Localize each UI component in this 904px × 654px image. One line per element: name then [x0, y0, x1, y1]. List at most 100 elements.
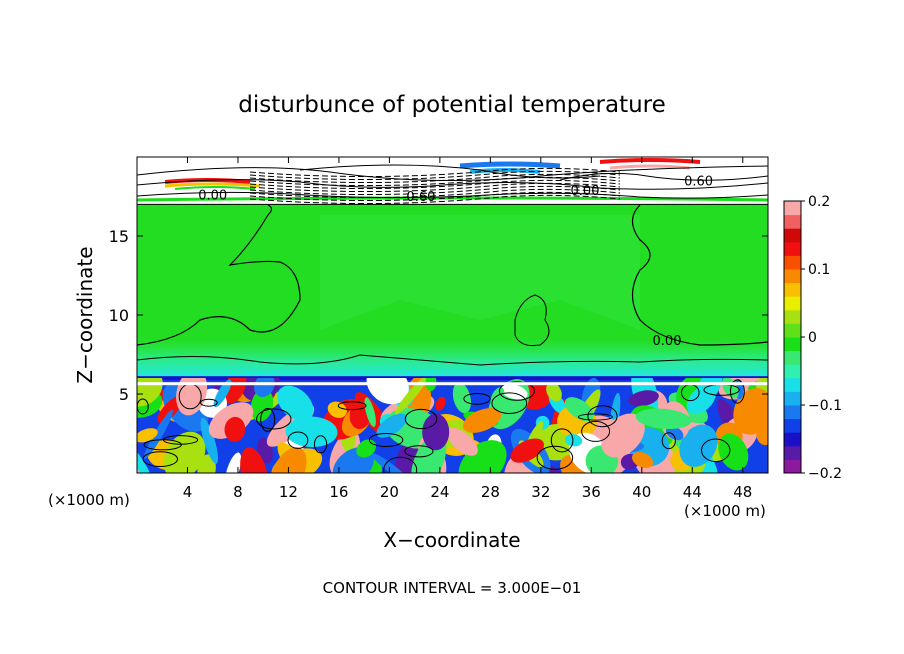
upper-band-stripe — [164, 182, 261, 188]
turbulence-contour — [536, 445, 574, 470]
lower-band-strip — [137, 376, 768, 383]
turbulence-cell — [223, 378, 247, 404]
turbulence-cell — [422, 413, 450, 451]
turbulence-contour — [337, 401, 367, 411]
turbulence-contour — [404, 408, 438, 430]
turbulence-cell — [200, 417, 219, 464]
contour-label: 0.60 — [684, 174, 713, 189]
turbulence-cell — [628, 390, 659, 407]
x-tick-label: 32 — [531, 483, 550, 501]
contour-line-dashed — [249, 176, 621, 187]
contour-interval-note: CONTOUR INTERVAL = 3.000E−01 — [323, 579, 582, 597]
turbulence-contour — [577, 413, 613, 421]
turbulence-contour — [162, 435, 199, 445]
colorbar-swatch — [784, 309, 801, 324]
contour-line — [137, 165, 768, 181]
x-tick-label: 20 — [380, 483, 399, 501]
contour-line-dashed — [249, 173, 621, 184]
lower-turbulence — [137, 378, 768, 473]
colorbar-swatch — [784, 432, 801, 447]
contour-line — [137, 179, 768, 190]
colorbar-swatch — [784, 269, 801, 284]
contour-line-dashed — [249, 167, 621, 178]
turbulence-cell — [225, 452, 242, 473]
turbulence-cell — [546, 382, 562, 402]
contour-label: 0.60 — [406, 190, 435, 205]
contour-line-dashed — [249, 185, 621, 196]
colorbar-swatch — [784, 391, 801, 406]
x-tick-label: 28 — [481, 483, 500, 501]
turbulence-cell — [564, 397, 594, 422]
turbulence-cell — [679, 424, 718, 467]
x-tick-label: 36 — [582, 483, 601, 501]
turbulence-cell — [285, 416, 338, 448]
turbulence-cell — [435, 396, 446, 411]
turbulence-cell — [632, 451, 654, 469]
x-tick-label: 40 — [632, 483, 651, 501]
turbulence-contour — [142, 451, 179, 468]
contour-line-dashed — [249, 194, 621, 205]
upper-band-stripe — [599, 158, 701, 164]
turbulence-cell — [490, 387, 505, 408]
contour-line-dashed — [249, 170, 621, 181]
turbulence-contour — [368, 433, 404, 447]
colorbar-swatch — [784, 364, 801, 379]
contour-line-dashed — [249, 182, 621, 193]
turbulence-cell — [268, 447, 307, 473]
turbulence-cell — [224, 416, 246, 442]
colorbar-swatch — [784, 282, 801, 297]
colorbar-swatch — [784, 201, 801, 216]
upper-band-stripe — [609, 164, 691, 170]
y-axis-label: Z−coordinate — [73, 246, 97, 383]
colorbar-swatch — [784, 418, 801, 433]
colorbar-swatch — [784, 214, 801, 229]
contour-line-dashed — [249, 191, 621, 202]
turbulence-cell — [137, 428, 158, 443]
turbulence-cell — [756, 421, 768, 446]
turbulence-contour — [314, 435, 328, 454]
contour-label: 0.00 — [198, 189, 227, 204]
turbulence-cell — [370, 452, 412, 473]
x-tick-label: 12 — [279, 483, 298, 501]
upper-band-stripe — [459, 161, 561, 169]
colorbar-swatch — [784, 445, 801, 460]
turbulence-cell — [686, 384, 717, 415]
turbulence-contour — [256, 408, 292, 430]
turbulence-contour — [587, 405, 618, 428]
turbulence-cell — [143, 409, 173, 460]
x-axis-label: X−coordinate — [383, 528, 520, 552]
turbulence-cell — [462, 408, 502, 433]
colorbar-swatch — [784, 255, 801, 270]
upper-band-stripe — [174, 186, 256, 190]
y-tick-label: 5 — [119, 385, 129, 404]
y-axis-ticks: 5 10 15 — [109, 227, 768, 404]
turbulence-contour — [287, 431, 309, 449]
middle-field-gradient — [137, 338, 768, 379]
turbulence-cell — [376, 413, 407, 438]
colorbar: 0.2 0.1 0 −0.1 −0.2 — [783, 194, 842, 482]
contour-line — [137, 191, 768, 199]
y-tick-label: 10 — [109, 306, 129, 325]
lower-band-white-line — [137, 382, 768, 386]
turbulence-contour — [701, 438, 731, 463]
turbulence-contour — [404, 445, 434, 458]
middle-field-shade — [320, 215, 640, 330]
turbulence-cell — [564, 433, 583, 447]
contour-labels: 0.00 0.60 0.00 0.60 0.00 — [198, 174, 713, 349]
colorbar-swatch — [784, 459, 801, 474]
turbulence-cell — [665, 426, 684, 441]
colorbar-swatch — [784, 228, 801, 243]
colorbar-tick-label: −0.2 — [808, 466, 842, 482]
y-tick-label: 15 — [109, 227, 129, 246]
colorbar-swatch — [784, 377, 801, 392]
colorbar-swatch — [784, 241, 801, 256]
turbulence-cell — [213, 379, 232, 408]
x-unit-left: (×1000 m) — [48, 491, 130, 509]
colorbar-tick-label: 0.1 — [808, 262, 830, 278]
turbulence-cell — [137, 378, 163, 407]
turbulence-cell — [240, 447, 269, 473]
turbulence-cell — [635, 408, 692, 430]
turbulence-contour — [550, 428, 574, 453]
turbulence-contour — [661, 432, 676, 450]
colorbar-swatch — [784, 337, 801, 352]
